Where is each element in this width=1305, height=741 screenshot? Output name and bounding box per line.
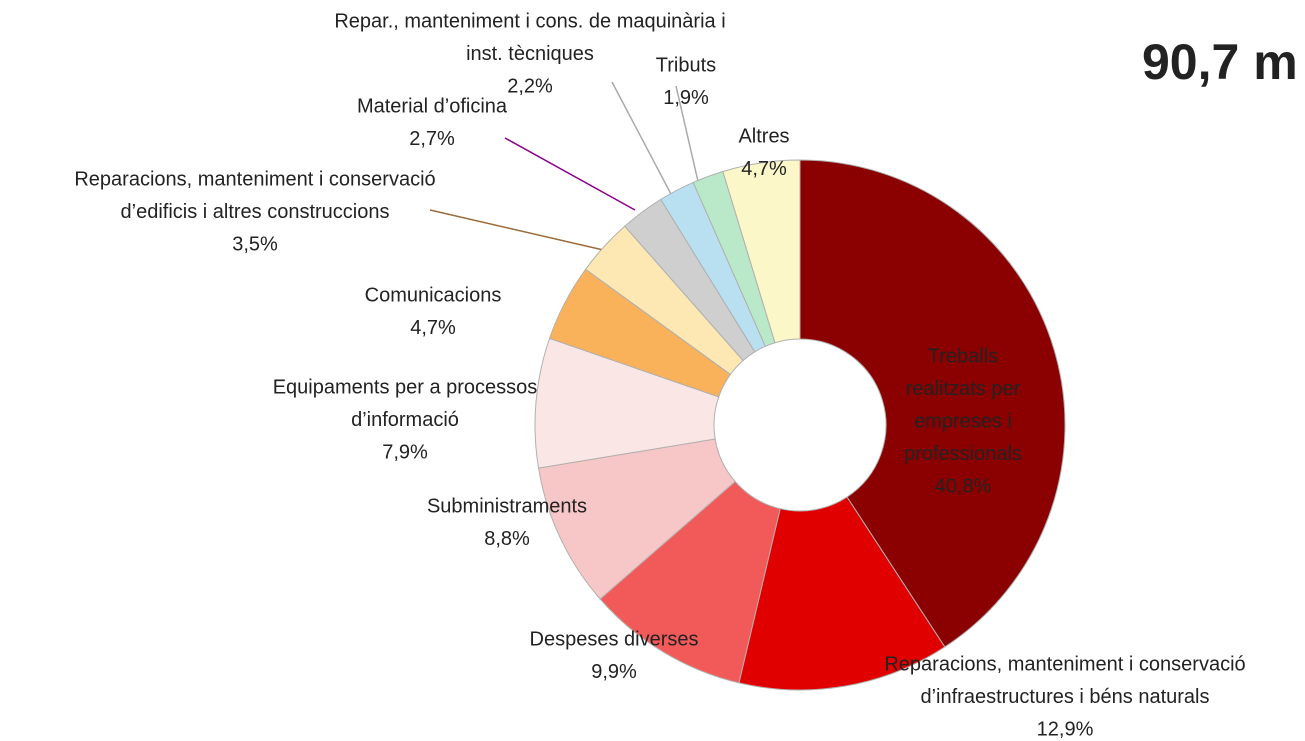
slice-label: inst. tècniques (466, 43, 594, 65)
donut-slice (738, 496, 946, 691)
slice-label: d’infraestructures i béns naturals (920, 686, 1209, 708)
value-label: 7,9% (382, 441, 428, 463)
value-label: 40,8% (935, 475, 992, 497)
slice-label: Material d’oficina (357, 95, 508, 117)
leader-line (675, 85, 701, 191)
slice-label: Tributs (656, 54, 716, 76)
leader-line (429, 209, 613, 253)
donut-slice (799, 159, 1066, 648)
slice-label: Repar., manteniment i cons. de maquinàri… (334, 10, 725, 32)
value-label: 12,9% (1037, 718, 1094, 740)
leader-line (504, 137, 636, 211)
slice-label: realitzats per (906, 378, 1021, 400)
slice-label: Despeses diverses (530, 628, 699, 650)
donut-slice (599, 480, 781, 684)
slice-label: professionals (904, 443, 1022, 465)
slice-label: Altres (738, 125, 789, 147)
value-label: 2,2% (507, 75, 553, 97)
donut-slice (722, 159, 801, 344)
slice-label: Treballs (928, 345, 998, 367)
chart-title: 90,7 m (1142, 34, 1298, 90)
slice-label: Reparacions, manteniment i conservació (74, 168, 435, 190)
slice-label: Reparacions, manteniment i conservació (884, 653, 1245, 675)
slice-label: Subministraments (427, 495, 587, 517)
value-label: 9,9% (591, 661, 637, 683)
value-label: 1,9% (663, 87, 709, 109)
leader-line (611, 81, 673, 197)
value-label: 2,7% (409, 128, 455, 150)
slice-label: d’edificis i altres construccions (121, 201, 390, 223)
slice-label: d’informació (351, 409, 459, 431)
value-label: 8,8% (484, 528, 530, 550)
value-label: 3,5% (232, 233, 278, 255)
value-label: 4,7% (741, 158, 787, 180)
slice-label: Equipaments per a processos (273, 376, 538, 398)
value-label: 4,7% (410, 317, 456, 339)
slice-label: Comunicacions (365, 284, 502, 306)
slice-label: empreses i (914, 410, 1012, 432)
